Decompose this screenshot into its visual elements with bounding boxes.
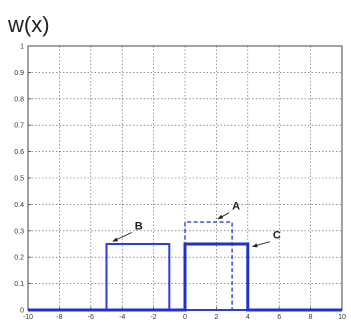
x-tick-label: -2 [150, 314, 156, 321]
x-tick-label: -4 [119, 314, 125, 321]
y-tick-label: 0.4 [14, 202, 24, 209]
y-tick-label: 0.9 [14, 70, 24, 77]
y-tick-label: 0.2 [14, 255, 24, 262]
y-tick-label: 0.5 [14, 176, 24, 183]
annotation-arrow-c [251, 241, 271, 248]
annotation-label-c: C [273, 230, 281, 242]
x-tick-label: -8 [56, 314, 62, 321]
x-tick-label: 8 [309, 314, 313, 321]
x-tick-label: 2 [214, 314, 218, 321]
x-tick-label: -10 [23, 314, 33, 321]
x-tick-label: -6 [88, 314, 94, 321]
chart-title: w(x) [7, 12, 50, 37]
y-tick-label: 0.8 [14, 96, 24, 103]
y-tick-label: 0.6 [14, 149, 24, 156]
x-tick-label: 10 [338, 314, 346, 321]
annotations: A B C [112, 201, 281, 248]
y-tick-label: 0.7 [14, 123, 24, 130]
series-line-c [28, 242, 342, 312]
annotation-arrow-b [112, 232, 132, 242]
annotation-label-b: B [135, 220, 143, 232]
annotation-label-a: A [232, 201, 240, 213]
y-tick-label: 0 [20, 308, 24, 315]
y-tick-label: 1 [20, 44, 24, 51]
y-tick-label: 0.1 [14, 281, 24, 288]
x-tick-label: 0 [183, 314, 187, 321]
annotation-arrow-a [217, 212, 230, 220]
x-tick-label: 4 [246, 314, 250, 321]
x-tick-label: 6 [277, 314, 281, 321]
y-tick-label: 0.3 [14, 228, 24, 235]
series-lines [28, 221, 342, 312]
